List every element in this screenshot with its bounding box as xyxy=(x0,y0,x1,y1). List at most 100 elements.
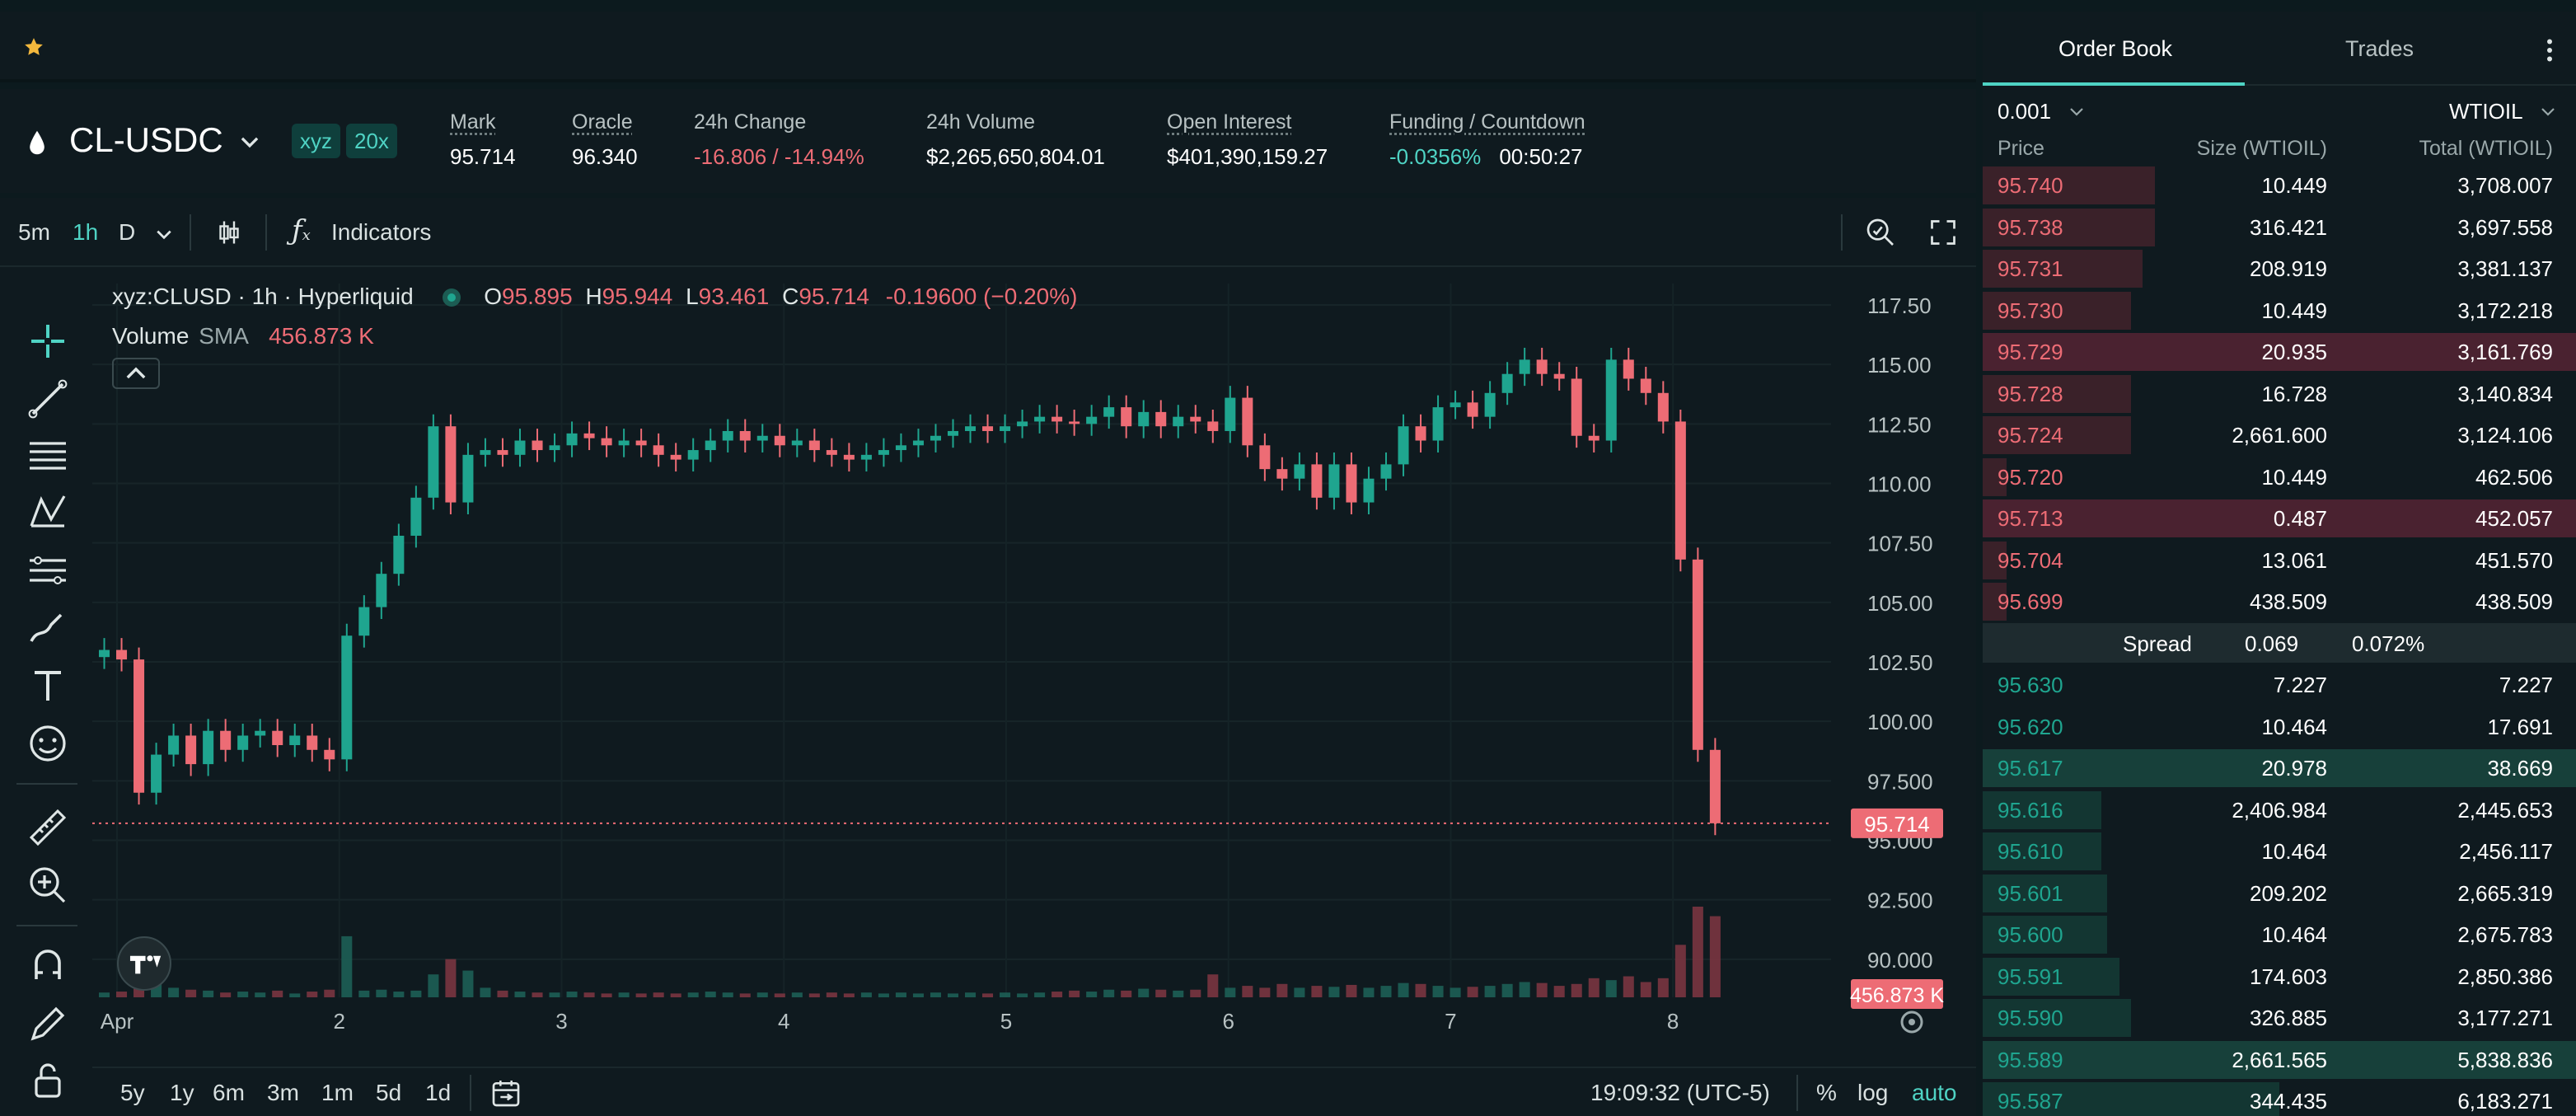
ask-row[interactable]: 95.738 316.421 3,697.558 xyxy=(1983,207,2576,248)
chevron-down-icon[interactable] xyxy=(2068,104,2085,120)
bid-row[interactable]: 95.616 2,406.984 2,445.653 xyxy=(1983,790,2576,831)
indicators-button[interactable]: Indicators xyxy=(331,219,432,245)
leverage-tag[interactable]: 20x xyxy=(346,124,397,158)
bid-row[interactable]: 95.630 7.227 7.227 xyxy=(1983,664,2576,706)
unit-select[interactable]: WTIOIL xyxy=(2449,99,2523,124)
y-tick-label: 97.500 xyxy=(1867,769,1933,794)
fullscreen-icon[interactable] xyxy=(1928,218,1958,247)
cell-total: 3,161.769 xyxy=(2457,340,2553,364)
zoom-in-icon[interactable] xyxy=(25,862,71,908)
bid-row[interactable]: 95.601 209.202 2,665.319 xyxy=(1983,873,2576,914)
zoom-search-icon[interactable] xyxy=(1864,216,1897,249)
cell-size: 2,406.984 xyxy=(2232,797,2327,823)
text-icon[interactable] xyxy=(25,663,71,709)
indicators-icon[interactable]: ƒx xyxy=(292,214,311,247)
emoji-icon[interactable] xyxy=(25,720,71,767)
ask-row[interactable]: 95.730 10.449 3,172.218 xyxy=(1983,290,2576,331)
ask-row[interactable]: 95.713 0.487 452.057 xyxy=(1983,498,2576,539)
settings-gear-center xyxy=(1909,1019,1915,1025)
candle-body xyxy=(1605,359,1617,441)
range-6m[interactable]: 6m xyxy=(213,1080,245,1105)
chart-bottom-bar: 5y 1y 6m 3m 1m 5d 1d 19:09:32 (UTC-5) % … xyxy=(92,1067,1976,1116)
y-tick-label: 90.000 xyxy=(1867,948,1933,973)
volume-label: 456.873 K xyxy=(1850,984,1944,1007)
candle-style-icon[interactable] xyxy=(214,218,244,247)
range-1y[interactable]: 1y xyxy=(170,1080,194,1105)
brush-icon[interactable] xyxy=(25,605,71,651)
stat-24h-change: 24h Change -16.806 / -14.94% xyxy=(694,110,864,169)
ask-row[interactable]: 95.729 20.935 3,161.769 xyxy=(1983,331,2576,373)
cell-size: 438.509 xyxy=(2250,589,2327,614)
cell-price: 95.713 xyxy=(1998,506,2063,531)
volume-bar xyxy=(1346,984,1357,997)
chevron-down-icon[interactable] xyxy=(239,132,260,153)
crosshair-icon[interactable] xyxy=(25,318,71,364)
ask-row[interactable]: 95.724 2,661.600 3,124.106 xyxy=(1983,415,2576,456)
candle-body xyxy=(1051,416,1063,422)
ask-row[interactable]: 95.731 208.919 3,381.137 xyxy=(1983,248,2576,289)
ruler-icon[interactable] xyxy=(25,804,71,851)
tick-size-select[interactable]: 0.001 xyxy=(1998,99,2052,124)
ask-row[interactable]: 95.720 10.449 462.506 xyxy=(1983,457,2576,498)
lock-icon[interactable] xyxy=(25,1058,71,1104)
tradingview-logo-icon[interactable] xyxy=(117,936,171,991)
range-1d[interactable]: 1d xyxy=(425,1080,452,1105)
tab-order-book[interactable]: Order Book xyxy=(2058,36,2173,61)
candle-body xyxy=(1034,416,1046,422)
chevron-down-icon[interactable] xyxy=(155,226,173,244)
log-toggle[interactable]: log xyxy=(1857,1080,1889,1105)
ask-row[interactable]: 95.699 438.509 438.509 xyxy=(1983,581,2576,622)
range-1m[interactable]: 1m xyxy=(321,1080,354,1105)
cell-price: 95.620 xyxy=(1998,714,2063,739)
depth-bar xyxy=(1983,333,2576,371)
ask-row[interactable]: 95.728 16.728 3,140.834 xyxy=(1983,373,2576,415)
volume-bar xyxy=(843,993,855,997)
tab-trades[interactable]: Trades xyxy=(2345,36,2414,61)
timeframe-5m[interactable]: 5m xyxy=(18,219,50,245)
range-3m[interactable]: 3m xyxy=(267,1080,299,1105)
projection-icon[interactable] xyxy=(25,547,71,593)
y-tick-label: 100.00 xyxy=(1867,710,1933,734)
bid-row[interactable]: 95.590 326.885 3,177.271 xyxy=(1983,997,2576,1039)
volume-bar xyxy=(237,992,249,997)
lock-edit-icon[interactable] xyxy=(25,1001,71,1047)
candle-body xyxy=(1501,373,1513,393)
sma-value: 456.873 K xyxy=(269,323,374,349)
depth-bar xyxy=(1983,957,2119,996)
cell-price: 95.720 xyxy=(1998,464,2063,490)
price-chart[interactable]: 117.50 115.00 112.50 110.00 107.50 105.00 102.… xyxy=(92,267,1976,1067)
cell-size: 326.885 xyxy=(2250,1006,2327,1030)
bid-row[interactable]: 95.617 20.978 38.669 xyxy=(1983,748,2576,789)
settings-gear-icon[interactable] xyxy=(1900,1010,1923,1034)
range-5y[interactable]: 5y xyxy=(120,1080,145,1105)
range-5d[interactable]: 5d xyxy=(376,1080,402,1105)
trend-line-icon[interactable] xyxy=(25,376,71,422)
chevron-down-icon[interactable] xyxy=(2540,104,2556,120)
status-dot xyxy=(443,288,461,307)
pattern-icon[interactable] xyxy=(25,490,71,536)
cell-size: 208.919 xyxy=(2250,256,2327,281)
horizontal-lines-icon[interactable] xyxy=(25,432,71,478)
ask-row[interactable]: 95.740 10.449 3,708.007 xyxy=(1983,165,2576,206)
cell-size: 10.449 xyxy=(2261,173,2327,198)
bid-row[interactable]: 95.587 344.435 6,183.271 xyxy=(1983,1081,2576,1116)
calendar-range-icon[interactable] xyxy=(489,1076,522,1109)
collapse-legend-button[interactable] xyxy=(112,358,160,389)
market-symbol[interactable]: CL-USDC xyxy=(69,120,223,159)
percent-toggle[interactable]: % xyxy=(1816,1080,1837,1105)
ask-row[interactable]: 95.704 13.061 451.570 xyxy=(1983,540,2576,581)
magnet-icon[interactable] xyxy=(25,943,71,989)
volume-bar xyxy=(895,992,906,997)
cell-price: 95.724 xyxy=(1998,423,2063,448)
kebab-menu-icon[interactable] xyxy=(2545,38,2555,63)
bid-row[interactable]: 95.600 10.464 2,675.783 xyxy=(1983,914,2576,955)
timeframe-d[interactable]: D xyxy=(119,219,136,245)
bid-row[interactable]: 95.610 10.464 2,456.117 xyxy=(1983,831,2576,872)
bid-row[interactable]: 95.589 2,661.565 5,838.836 xyxy=(1983,1039,2576,1081)
timeframe-1h[interactable]: 1h xyxy=(73,219,99,245)
bid-row[interactable]: 95.591 174.603 2,850.386 xyxy=(1983,956,2576,997)
bid-row[interactable]: 95.620 10.464 17.691 xyxy=(1983,706,2576,748)
volume-bar xyxy=(635,993,647,997)
star-icon[interactable] xyxy=(23,36,44,58)
auto-toggle[interactable]: auto xyxy=(1912,1080,1957,1105)
